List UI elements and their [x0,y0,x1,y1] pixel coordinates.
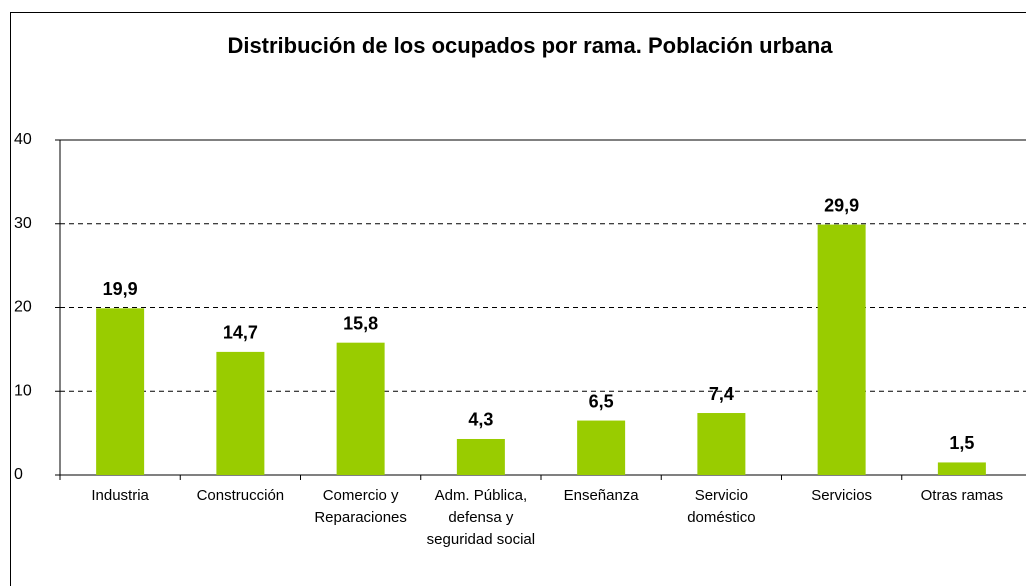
bar [96,308,145,475]
x-tick-label: Enseñanza [563,487,639,504]
x-tick-label: Construcción [196,487,285,504]
bar [216,351,265,475]
x-tick-label: Servicio doméstico [687,487,756,526]
value-label: 6,5 [589,391,614,411]
chart-title: Distribución de los ocupados por rama. P… [227,33,833,58]
x-tick-label: Adm. Pública, defensa y seguridad social [426,487,536,548]
chart-frame [10,12,1026,586]
y-tick-label: 0 [14,466,23,483]
value-label: 14,7 [223,323,258,343]
value-label: 7,4 [709,384,734,404]
bar [336,342,385,475]
y-tick-label: 30 [14,215,32,232]
x-tick-label: Comercio y Reparaciones [314,487,407,526]
x-tick-label: Industria [91,487,149,504]
x-tick-label: Otras ramas [920,487,1004,504]
bar [697,413,746,475]
bar [817,224,866,475]
value-label: 1,5 [949,433,974,453]
value-label: 29,9 [824,195,859,215]
x-tick-label: Servicios [811,487,873,504]
y-tick-label: 20 [14,299,32,316]
y-tick-label: 40 [14,131,32,148]
value-label: 15,8 [343,313,378,333]
bar [937,462,986,475]
y-tick-label: 10 [14,382,32,399]
bar [456,438,505,475]
value-label: 4,3 [468,410,493,430]
bar [577,420,626,475]
value-label: 19,9 [103,279,138,299]
